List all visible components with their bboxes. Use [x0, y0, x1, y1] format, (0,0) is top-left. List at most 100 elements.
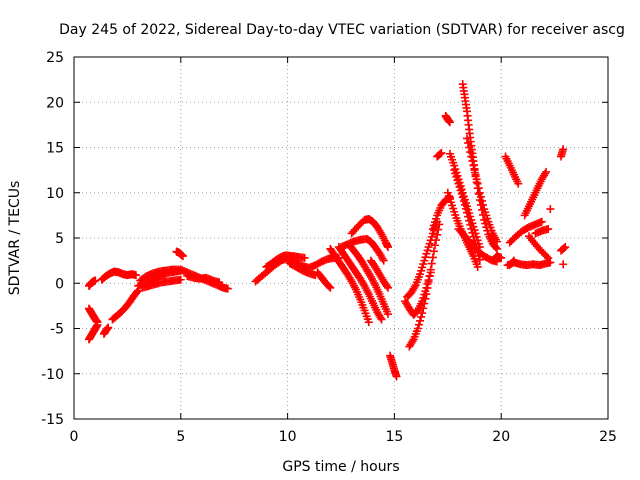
- series-arc-35: [463, 134, 501, 246]
- series-arc-43: [524, 232, 553, 262]
- series-arc-29: [433, 148, 446, 161]
- x-tick-label: 5: [176, 429, 185, 445]
- series-arc-21: [326, 244, 373, 327]
- series-arc-27: [403, 217, 442, 301]
- y-tick-label: 10: [46, 186, 64, 202]
- chart-title: Day 245 of 2022, Sidereal Day-to-day VTE…: [59, 22, 625, 38]
- series-arc-45: [557, 145, 568, 161]
- data-point-plus: [424, 277, 433, 286]
- data-point-plus: [561, 243, 570, 252]
- data-point-plus: [93, 318, 102, 327]
- data-point-plus: [463, 208, 472, 217]
- series-arc-42: [531, 224, 553, 238]
- data-point-plus: [408, 337, 417, 346]
- data-point-plus: [428, 253, 437, 262]
- data-point-plus: [376, 313, 385, 322]
- series-arc-2: [84, 320, 102, 344]
- data-point-plus: [508, 257, 517, 266]
- data-point-plus: [460, 200, 469, 209]
- data-point-plus: [425, 271, 434, 280]
- series-arc-37: [488, 252, 506, 265]
- x-tick-label: 20: [492, 429, 510, 445]
- data-point-plus: [467, 224, 476, 233]
- data-point-plus: [474, 184, 483, 193]
- series-arc-30: [441, 111, 454, 127]
- data-point-plus: [417, 312, 426, 321]
- data-point-plus: [472, 175, 481, 184]
- series-arc-24: [386, 351, 401, 381]
- y-axis-label: SDTVAR / TECUs: [7, 181, 23, 296]
- data-point-plus: [475, 188, 484, 197]
- x-tick-label: 0: [70, 429, 79, 445]
- data-point-plus: [418, 309, 427, 318]
- data-point-plus: [383, 243, 392, 252]
- data-point-plus: [383, 283, 392, 292]
- data-point-plus: [427, 259, 436, 268]
- series-arc-41: [520, 167, 551, 220]
- data-point-plus: [326, 283, 335, 292]
- data-point-plus: [546, 258, 555, 267]
- data-point-plus: [473, 179, 482, 188]
- series-arc-46: [557, 243, 570, 255]
- data-point-plus: [91, 276, 100, 285]
- data-point-plus: [104, 323, 113, 332]
- data-point-plus: [445, 118, 454, 127]
- data-point-plus: [436, 149, 445, 158]
- axis-ticks: [73, 56, 609, 420]
- data-point-plus: [544, 253, 553, 262]
- x-axis-label: GPS time / hours: [282, 459, 399, 475]
- series-arc-4: [97, 267, 140, 284]
- data-point-plus: [546, 205, 555, 214]
- data-point-plus: [131, 271, 140, 280]
- data-point-plus: [379, 256, 388, 265]
- data-point-plus: [559, 145, 568, 154]
- data-point-plus: [476, 192, 485, 201]
- data-point-plus: [377, 315, 386, 324]
- data-point-plus: [178, 252, 187, 261]
- x-tick-label: 25: [599, 429, 617, 445]
- data-point-plus: [382, 282, 391, 291]
- series-arc-3: [84, 304, 102, 327]
- series-arc-38: [501, 152, 523, 188]
- data-point-plus: [325, 282, 334, 291]
- series-arc-20: [334, 243, 386, 324]
- data-point-plus: [466, 220, 475, 229]
- data-point-plus: [479, 200, 488, 209]
- data-point-plus: [510, 256, 519, 265]
- data-point-plus: [459, 197, 468, 206]
- data-point-plus: [464, 212, 473, 221]
- data-point-plus: [475, 255, 484, 264]
- data-point-plus: [542, 252, 551, 261]
- y-tick-labels: -15 -10 -5 0 5 10 15 20 25: [41, 50, 64, 428]
- data-point-plus: [497, 253, 506, 262]
- data-point-plus: [433, 230, 442, 239]
- data-point-plus: [413, 324, 422, 333]
- series-arc-32: [450, 166, 484, 264]
- y-tick-label: -10: [41, 367, 64, 383]
- series-arc-26: [405, 220, 444, 351]
- data-point-plus: [461, 204, 470, 213]
- data-point-plus: [491, 243, 500, 252]
- series-arc-22: [345, 241, 392, 319]
- y-tick-label: -15: [41, 412, 64, 428]
- data-point-plus: [414, 320, 423, 329]
- series-arc-23: [366, 256, 392, 292]
- series-arc-1: [84, 276, 100, 290]
- data-point-plus: [364, 318, 373, 327]
- data-point-plus: [469, 232, 478, 241]
- data-point-plus: [492, 237, 501, 246]
- data-point-plus: [540, 169, 549, 178]
- y-tick-label: 5: [55, 231, 64, 247]
- series-arc-44: [546, 205, 555, 214]
- data-point-plus: [419, 304, 428, 313]
- data-point-plus: [514, 179, 523, 188]
- data-point-plus: [300, 253, 309, 262]
- data-point-plus: [421, 294, 430, 303]
- data-point-plus: [133, 287, 142, 296]
- data-point-plus: [537, 217, 546, 226]
- y-tick-label: -5: [50, 322, 64, 338]
- data-point-plus: [423, 284, 432, 293]
- data-marks: [84, 80, 570, 381]
- data-point-plus: [492, 244, 501, 253]
- data-point-plus: [463, 134, 472, 143]
